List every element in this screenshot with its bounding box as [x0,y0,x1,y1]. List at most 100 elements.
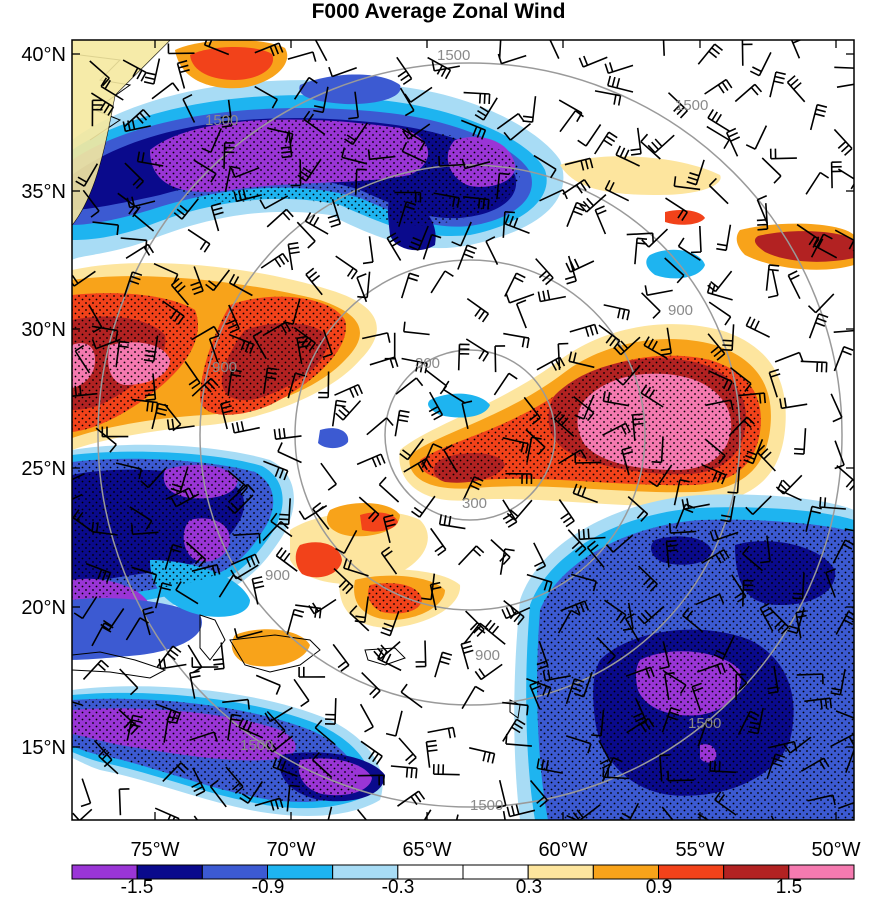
contour-label: 900 [212,359,237,376]
colorbar-label: 0.9 [646,877,672,898]
wind-barb [170,277,190,306]
wind-barb [659,754,670,782]
wind-barb [362,236,374,265]
wind-barb [830,733,854,748]
wind-barb [131,524,159,536]
wind-barb [706,282,733,301]
wind-barb [578,528,606,541]
wind-barb [709,760,737,774]
wind-barb [637,605,665,625]
wind-barb [255,674,281,695]
wind-barb [126,714,143,741]
wind-barb [118,708,139,736]
wind-barb [89,60,110,87]
wind-barb [557,609,581,634]
wind-barb [625,613,640,642]
wind-barb [605,534,634,553]
wind-barb [189,731,218,742]
lat-label: 15°N [21,737,66,759]
colorbar [71,864,855,880]
wind-barb [308,598,337,615]
wind-barb [73,596,98,620]
wind-barb [664,257,685,284]
wind-barb [421,573,436,601]
wind-barb [224,165,241,193]
lat-label: 40°N [21,44,66,66]
wind-barb [526,677,552,698]
wind-barb [322,329,333,359]
wind-barb [565,258,595,273]
wind-barb [697,662,726,675]
wind-barb [756,195,769,225]
wind-barb [395,377,424,395]
wind-barb [497,53,527,65]
wind-barb [458,545,485,566]
wind-barb [324,698,337,725]
wind-barb [786,75,806,103]
wind-barb [227,369,242,396]
wind-barb [777,479,802,502]
wind-barb [119,668,139,696]
wind-barb [833,128,853,156]
wind-barb [208,334,220,364]
wind-barb [335,530,358,555]
wind-barb [549,40,560,59]
wind-barb [845,748,854,773]
wind-barb [184,361,201,390]
wind-barb [218,574,243,598]
contour-label: 300 [462,495,487,512]
wind-barb [403,321,430,336]
wind-barb [790,40,803,59]
wind-barb [745,125,768,150]
wind-barb [400,272,420,299]
wind-barb [494,345,506,373]
wind-barb [305,267,323,296]
wind-barb [708,301,732,326]
wind-barb [598,324,621,350]
wind-barb [496,172,510,200]
wind-barb [502,211,515,238]
wind-barb [760,535,771,564]
wind-barb [502,810,506,820]
wind-barb [767,269,779,299]
wind-barb [272,757,298,777]
wind-barb [607,75,634,93]
wind-barb [707,108,731,133]
wind-barb [533,542,547,572]
wind-barb [573,671,593,698]
wind-barb [503,122,532,141]
lon-label: 60°W [538,839,587,861]
wind-barb [380,546,398,575]
wind-barb [474,97,498,121]
wind-barb [742,579,754,607]
wind-barb [504,214,530,235]
wind-barb [72,808,93,820]
wind-barb [136,151,164,167]
wind-barb [644,285,673,296]
wind-barb [613,336,641,356]
wind-barb [191,325,220,341]
wind-barb [594,205,607,235]
wind-barb [496,112,525,130]
wind-barb [807,794,836,806]
wind-barb [265,735,294,753]
wind-barb [457,343,470,371]
wind-barb [293,76,318,100]
wind-barb [328,66,357,78]
wind-barb [357,774,385,786]
wind-barb [74,344,91,374]
wind-barb [727,466,741,494]
wind-barb [286,608,305,635]
wind-barb [312,751,333,779]
wind-barb [651,436,664,464]
wind-barb [474,663,503,681]
wind-barb [769,607,790,635]
wind-barb [378,476,400,503]
wind-barb [673,176,701,191]
wind-barb [708,370,733,392]
wind-barb [484,619,506,645]
wind-barb [565,678,585,704]
wind-barb [835,710,854,719]
wind-barb [834,229,854,252]
wind-barb [774,351,804,363]
